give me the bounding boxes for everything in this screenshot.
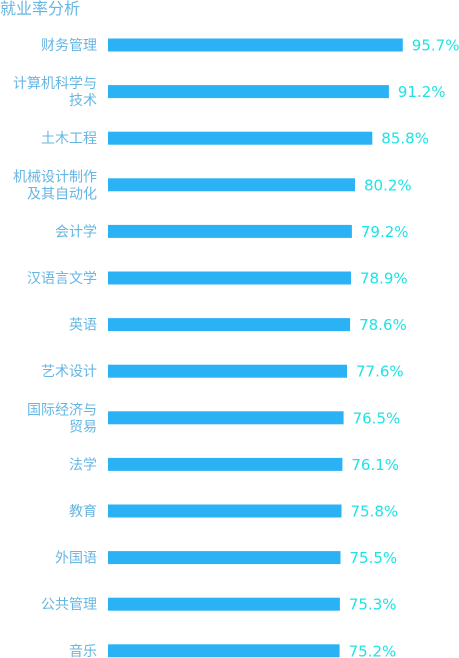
category-label: 计算机科学与技术	[13, 76, 97, 109]
value-label: 76.1%	[351, 456, 399, 474]
value-label: 78.9%	[360, 270, 408, 288]
value-label: 77.6%	[356, 363, 404, 381]
value-label: 78.6%	[359, 316, 407, 334]
category-label-line: 贸易	[69, 419, 97, 435]
value-label: 91.2%	[398, 83, 446, 101]
bar	[108, 364, 347, 378]
bar	[108, 271, 351, 285]
value-label: 75.5%	[350, 549, 398, 567]
category-label: 会计学	[55, 224, 97, 240]
category-label: 外国语	[55, 551, 97, 567]
category-label-line: 机械设计制作	[13, 169, 97, 185]
bar	[108, 318, 351, 332]
category-label-line: 及其自动化	[27, 186, 97, 202]
bar	[108, 38, 403, 52]
category-label: 土木工程	[41, 131, 97, 147]
value-label: 85.8%	[381, 130, 429, 148]
value-label: 75.2%	[349, 642, 397, 658]
category-label: 音乐	[69, 643, 97, 658]
category-label-line: 技术	[69, 93, 97, 109]
value-label: 75.8%	[351, 503, 399, 521]
bar	[108, 551, 341, 565]
category-label-line: 计算机科学与	[13, 76, 97, 92]
bar	[108, 644, 340, 658]
value-label: 80.2%	[364, 176, 412, 194]
category-label: 汉语言文学	[27, 271, 97, 287]
bar	[108, 224, 352, 238]
bar	[108, 178, 355, 192]
bar	[108, 457, 343, 471]
category-label: 国际经济与贸易	[27, 402, 97, 435]
category-label: 法学	[69, 457, 97, 473]
value-label: 79.2%	[361, 223, 409, 241]
bar	[108, 504, 342, 518]
category-label: 公共管理	[41, 597, 97, 613]
bar	[108, 411, 344, 425]
value-label: 95.7%	[412, 37, 459, 55]
value-label: 75.3%	[349, 596, 397, 614]
category-label: 财务管理	[41, 38, 97, 54]
bar	[108, 597, 340, 611]
category-label: 艺术设计	[41, 364, 97, 380]
bar	[108, 85, 389, 99]
category-label: 机械设计制作及其自动化	[13, 169, 97, 202]
value-label: 76.5%	[353, 409, 401, 427]
bar	[108, 131, 373, 145]
chart-title: 就业率分析	[0, 0, 81, 18]
category-label-line: 国际经济与	[27, 402, 97, 418]
category-label: 英语	[69, 317, 97, 334]
category-label: 教育	[69, 504, 97, 520]
